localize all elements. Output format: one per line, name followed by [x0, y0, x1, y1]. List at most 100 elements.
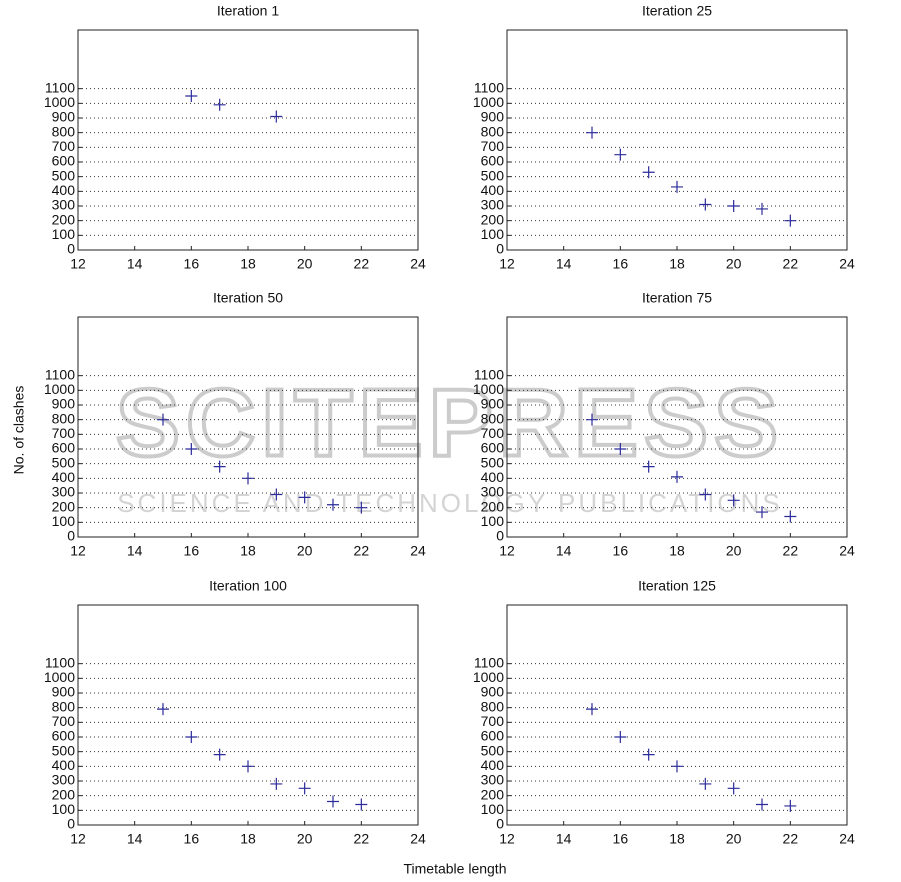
y-tick-label: 900: [481, 109, 505, 125]
y-tick-label: 600: [52, 153, 76, 169]
y-tick-label: 300: [481, 772, 505, 788]
y-tick-label: 1000: [44, 94, 75, 110]
marker: [185, 731, 198, 743]
y-tick-label: 400: [52, 182, 76, 198]
y-tick-label: 600: [481, 440, 505, 456]
marker: [756, 798, 768, 811]
y-tick-label: 800: [481, 123, 505, 139]
marker: [614, 443, 627, 455]
y-axis-label: No. of clashes: [11, 386, 27, 475]
x-tick-label: 14: [127, 256, 143, 272]
y-tick-label: 100: [52, 513, 76, 529]
x-tick-label: 20: [297, 543, 313, 559]
marker: [355, 501, 368, 514]
marker: [586, 413, 598, 426]
x-tick-label: 12: [70, 256, 86, 272]
marker: [270, 777, 283, 790]
y-tick-label: 0: [67, 528, 75, 544]
marker: [298, 782, 311, 795]
y-tick-label: 700: [481, 138, 505, 154]
x-tick-label: 24: [410, 543, 426, 559]
y-tick-label: 1100: [45, 79, 75, 95]
x-tick-label: 24: [839, 831, 855, 847]
y-tick-label: 1100: [45, 366, 75, 382]
y-tick-label: 1000: [473, 381, 504, 397]
plot-frame: [77, 316, 419, 538]
y-tick-label: 0: [67, 241, 75, 257]
marker: [614, 148, 627, 161]
marker: [213, 748, 226, 761]
chart-title: Iteration 25: [642, 3, 712, 19]
marker: [699, 198, 712, 211]
y-tick-label: 800: [52, 698, 76, 714]
y-tick-label: 200: [52, 786, 76, 802]
x-tick-label: 14: [556, 543, 572, 559]
y-tick-label: 600: [481, 728, 505, 744]
marker: [784, 214, 797, 227]
marker: [784, 799, 797, 812]
x-tick-label: 22: [783, 256, 799, 272]
x-tick-label: 14: [127, 543, 143, 559]
y-tick-label: 1100: [474, 654, 504, 670]
marker: [727, 494, 740, 507]
x-tick-label: 24: [839, 256, 855, 272]
chart-title: Iteration 1: [217, 3, 279, 19]
marker: [756, 506, 768, 519]
y-tick-label: 600: [52, 728, 76, 744]
y-tick-label: 100: [481, 801, 505, 817]
y-tick-label: 500: [52, 454, 76, 470]
marker: [699, 488, 712, 501]
x-tick-label: 18: [240, 256, 256, 272]
marker: [213, 460, 226, 473]
y-tick-label: 300: [52, 484, 76, 500]
x-tick-label: 12: [499, 831, 515, 847]
marker: [586, 703, 598, 716]
marker: [327, 498, 339, 511]
y-tick-label: 400: [52, 469, 76, 485]
y-tick-label: 700: [481, 425, 505, 441]
marker: [671, 180, 683, 193]
marker: [355, 798, 368, 811]
watermark-subtitle: SCIENCE AND TECHNOLOGY PUBLICATIONS: [117, 488, 783, 518]
x-tick-label: 14: [556, 831, 572, 847]
y-tick-label: 100: [52, 801, 76, 817]
x-tick-label: 20: [726, 256, 742, 272]
x-tick-label: 18: [669, 256, 685, 272]
marker: [270, 110, 283, 123]
y-tick-label: 700: [52, 425, 76, 441]
y-tick-label: 200: [481, 498, 505, 514]
x-tick-label: 12: [70, 543, 86, 559]
y-tick-label: 1000: [44, 669, 75, 685]
marker: [727, 200, 740, 212]
y-tick-label: 800: [52, 410, 76, 426]
x-tick-label: 24: [410, 256, 426, 272]
y-tick-label: 400: [481, 757, 505, 773]
y-tick-label: 900: [52, 684, 76, 700]
x-tick-label: 22: [354, 256, 370, 272]
y-tick-label: 300: [481, 197, 505, 213]
x-tick-label: 20: [726, 543, 742, 559]
marker: [185, 90, 198, 102]
x-tick-label: 24: [839, 543, 855, 559]
marker: [642, 166, 655, 179]
marker: [157, 703, 169, 716]
marker: [784, 510, 797, 523]
y-tick-label: 500: [481, 742, 505, 758]
x-tick-label: 16: [184, 256, 200, 272]
x-tick-label: 22: [354, 831, 370, 847]
x-tick-label: 12: [499, 543, 515, 559]
y-tick-label: 300: [52, 772, 76, 788]
x-tick-label: 18: [240, 543, 256, 559]
y-tick-label: 1100: [474, 366, 504, 382]
x-tick-label: 18: [669, 831, 685, 847]
y-tick-label: 400: [481, 182, 505, 198]
x-tick-label: 20: [297, 256, 313, 272]
marker: [242, 760, 254, 773]
y-tick-label: 1100: [45, 654, 75, 670]
marker: [213, 98, 226, 111]
marker: [671, 470, 683, 483]
marker: [327, 795, 339, 808]
x-tick-label: 18: [240, 831, 256, 847]
x-tick-label: 16: [613, 256, 629, 272]
